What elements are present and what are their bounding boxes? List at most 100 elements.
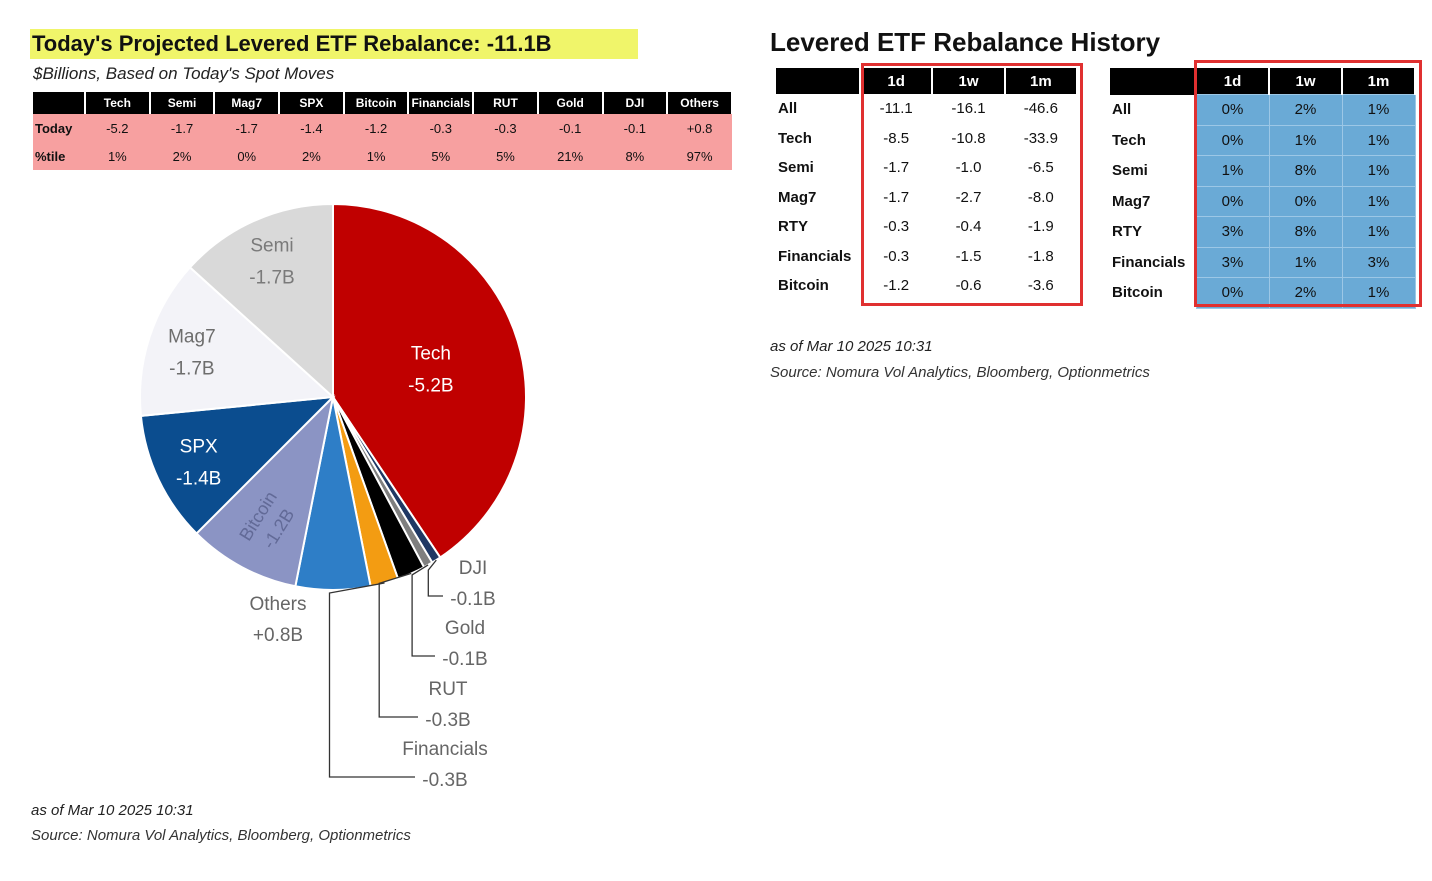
table-cell: -0.3 <box>883 247 910 265</box>
table-cell: 2% <box>149 142 215 170</box>
pie-label-others-name: Others <box>249 594 306 615</box>
pie-slice-mag7 <box>139 265 336 418</box>
header-cell <box>33 92 86 114</box>
table-cell: 1% <box>1341 124 1416 156</box>
header-cell <box>776 68 861 94</box>
table-cell: -3.6 <box>1027 277 1054 295</box>
table-row: Bitcoin 0% 2% 1% <box>1110 277 1416 309</box>
table-cell: -0.3 <box>408 114 474 142</box>
header-cell: 1d <box>1196 68 1270 95</box>
table-header-row: 1d 1w 1m <box>1110 68 1416 95</box>
table-row: Tech 0% 1% 1% <box>1110 124 1416 156</box>
pie-label-semi-name: Semi <box>250 235 293 256</box>
table-row: Tech -8.5 -10.8 -33.9 <box>776 124 1077 154</box>
pie-label-mag7-name: Mag7 <box>168 326 216 347</box>
leader-line-financials <box>328 582 415 778</box>
table-cell: -1.7 <box>214 114 280 142</box>
table-cell: 1% <box>1195 155 1270 187</box>
table-cell: 1% <box>1341 216 1416 248</box>
history-value-table: 1d 1w 1m All -11.1 -16.1 -46.6 Tech -8.5… <box>776 68 1079 301</box>
table-row: RTY 3% 8% 1% <box>1110 216 1416 248</box>
table-row: Mag7 -1.7 -2.7 -8.0 <box>776 183 1077 213</box>
table-row: RTY -0.3 -0.4 -1.9 <box>776 212 1077 242</box>
table-cell: -1.7 <box>883 188 910 206</box>
table-cell: -0.4 <box>955 218 982 236</box>
table-header-row: 1d 1w 1m <box>776 68 1079 94</box>
row-label: Semi <box>778 159 814 177</box>
table-cell: 1% <box>85 142 150 170</box>
table-cell: 0% <box>1195 277 1270 309</box>
pie-label-rut-name: RUT <box>428 679 467 700</box>
pie-label-spx-value: -1.4B <box>176 469 221 490</box>
header-cell: DJI <box>602 92 669 114</box>
table-cell: -8.0 <box>1027 188 1054 206</box>
pie-label-gold-name: Gold <box>445 618 485 639</box>
footnote-source: Source: Nomura Vol Analytics, Bloomberg,… <box>31 827 411 844</box>
pie-label-gold-value: -0.1B <box>442 649 487 670</box>
table-cell: -1.2 <box>343 114 409 142</box>
header-cell: Financials <box>408 92 475 114</box>
table-row: Semi -1.7 -1.0 -6.5 <box>776 153 1077 183</box>
table-row: All 0% 2% 1% <box>1110 94 1416 126</box>
row-label: Tech <box>778 129 812 147</box>
row-label: All <box>1112 101 1132 119</box>
pie-label-dji-name: DJI <box>459 558 488 579</box>
header-cell: RUT <box>473 92 539 114</box>
row-label: Mag7 <box>1112 192 1151 210</box>
table-cell: 1% <box>1268 124 1343 156</box>
rebalance-title: Today's Projected Levered ETF Rebalance:… <box>30 29 638 59</box>
table-cell: 8% <box>1268 216 1343 248</box>
row-label: Tech <box>1112 131 1146 149</box>
table-cell: -8.5 <box>883 129 910 147</box>
value-highlight-box <box>861 63 1083 306</box>
header-cell: 1w <box>932 68 1006 94</box>
history-footnote-source: Source: Nomura Vol Analytics, Bloomberg,… <box>770 364 1150 381</box>
row-label: Financials <box>778 247 852 265</box>
table-cell: 3% <box>1195 216 1270 248</box>
table-cell: -5.2 <box>85 114 150 142</box>
pie-label-dji-value: -0.1B <box>450 589 495 610</box>
pie-label-tech-name: Tech <box>411 343 451 364</box>
pie-slice-bitcoin <box>195 393 335 588</box>
header-cell: Tech <box>85 92 151 114</box>
row-label: Mag7 <box>778 188 817 206</box>
pie-label-others-value: +0.8B <box>253 625 303 646</box>
header-cell: Others <box>667 92 733 114</box>
table-cell: -0.1 <box>602 114 668 142</box>
row-label: Bitcoin <box>1112 284 1163 302</box>
table-cell: -1.4 <box>279 114 344 142</box>
table-cell: 8% <box>602 142 668 170</box>
table-cell: -1.7 <box>149 114 215 142</box>
pie-label-semi-value: -1.7B <box>249 267 294 288</box>
leader-line-dji <box>427 559 443 597</box>
pie-label-financials-value: -0.3B <box>422 770 467 791</box>
pie-label-financials-name: Financials <box>402 739 488 760</box>
leader-line-gold <box>411 564 435 657</box>
table-cell: -1.2 <box>883 277 910 295</box>
table-cell: -11.1 <box>879 100 913 118</box>
history-title: Levered ETF Rebalance History <box>770 27 1161 57</box>
header-cell <box>1110 68 1197 95</box>
table-cell: -1.9 <box>1027 218 1054 236</box>
table-cell: 5% <box>408 142 474 170</box>
header-cell: 1d <box>860 68 934 94</box>
table-cell: 1% <box>1268 246 1343 278</box>
table-cell: -6.5 <box>1027 159 1054 177</box>
header-cell: Bitcoin <box>343 92 410 114</box>
table-cell: 3% <box>1195 246 1270 278</box>
rebalance-pie-chart: Tech-5.2BBitcoin-1.2BSPX-1.4BMag7-1.7BSe… <box>139 202 527 791</box>
leader-line-rut <box>378 572 418 718</box>
table-cell: -0.3 <box>883 218 910 236</box>
header-cell: 1m <box>1004 68 1079 94</box>
table-cell: 0% <box>214 142 280 170</box>
table-row: Financials 3% 1% 3% <box>1110 246 1416 278</box>
table-cell: -10.8 <box>951 129 986 147</box>
table-header-row: Tech Semi Mag7 SPX Bitcoin Financials RU… <box>33 92 733 114</box>
table-row: Semi 1% 8% 1% <box>1110 155 1416 187</box>
history-percentile-table: 1d 1w 1m All 0% 2% 1% Tech 0% 1% 1% Semi… <box>1110 68 1416 309</box>
table-row: Mag7 0% 0% 1% <box>1110 185 1416 217</box>
header-cell: Mag7 <box>214 92 281 114</box>
table-cell: 1% <box>343 142 409 170</box>
header-cell: Gold <box>537 92 604 114</box>
row-label: %tile <box>33 142 85 170</box>
